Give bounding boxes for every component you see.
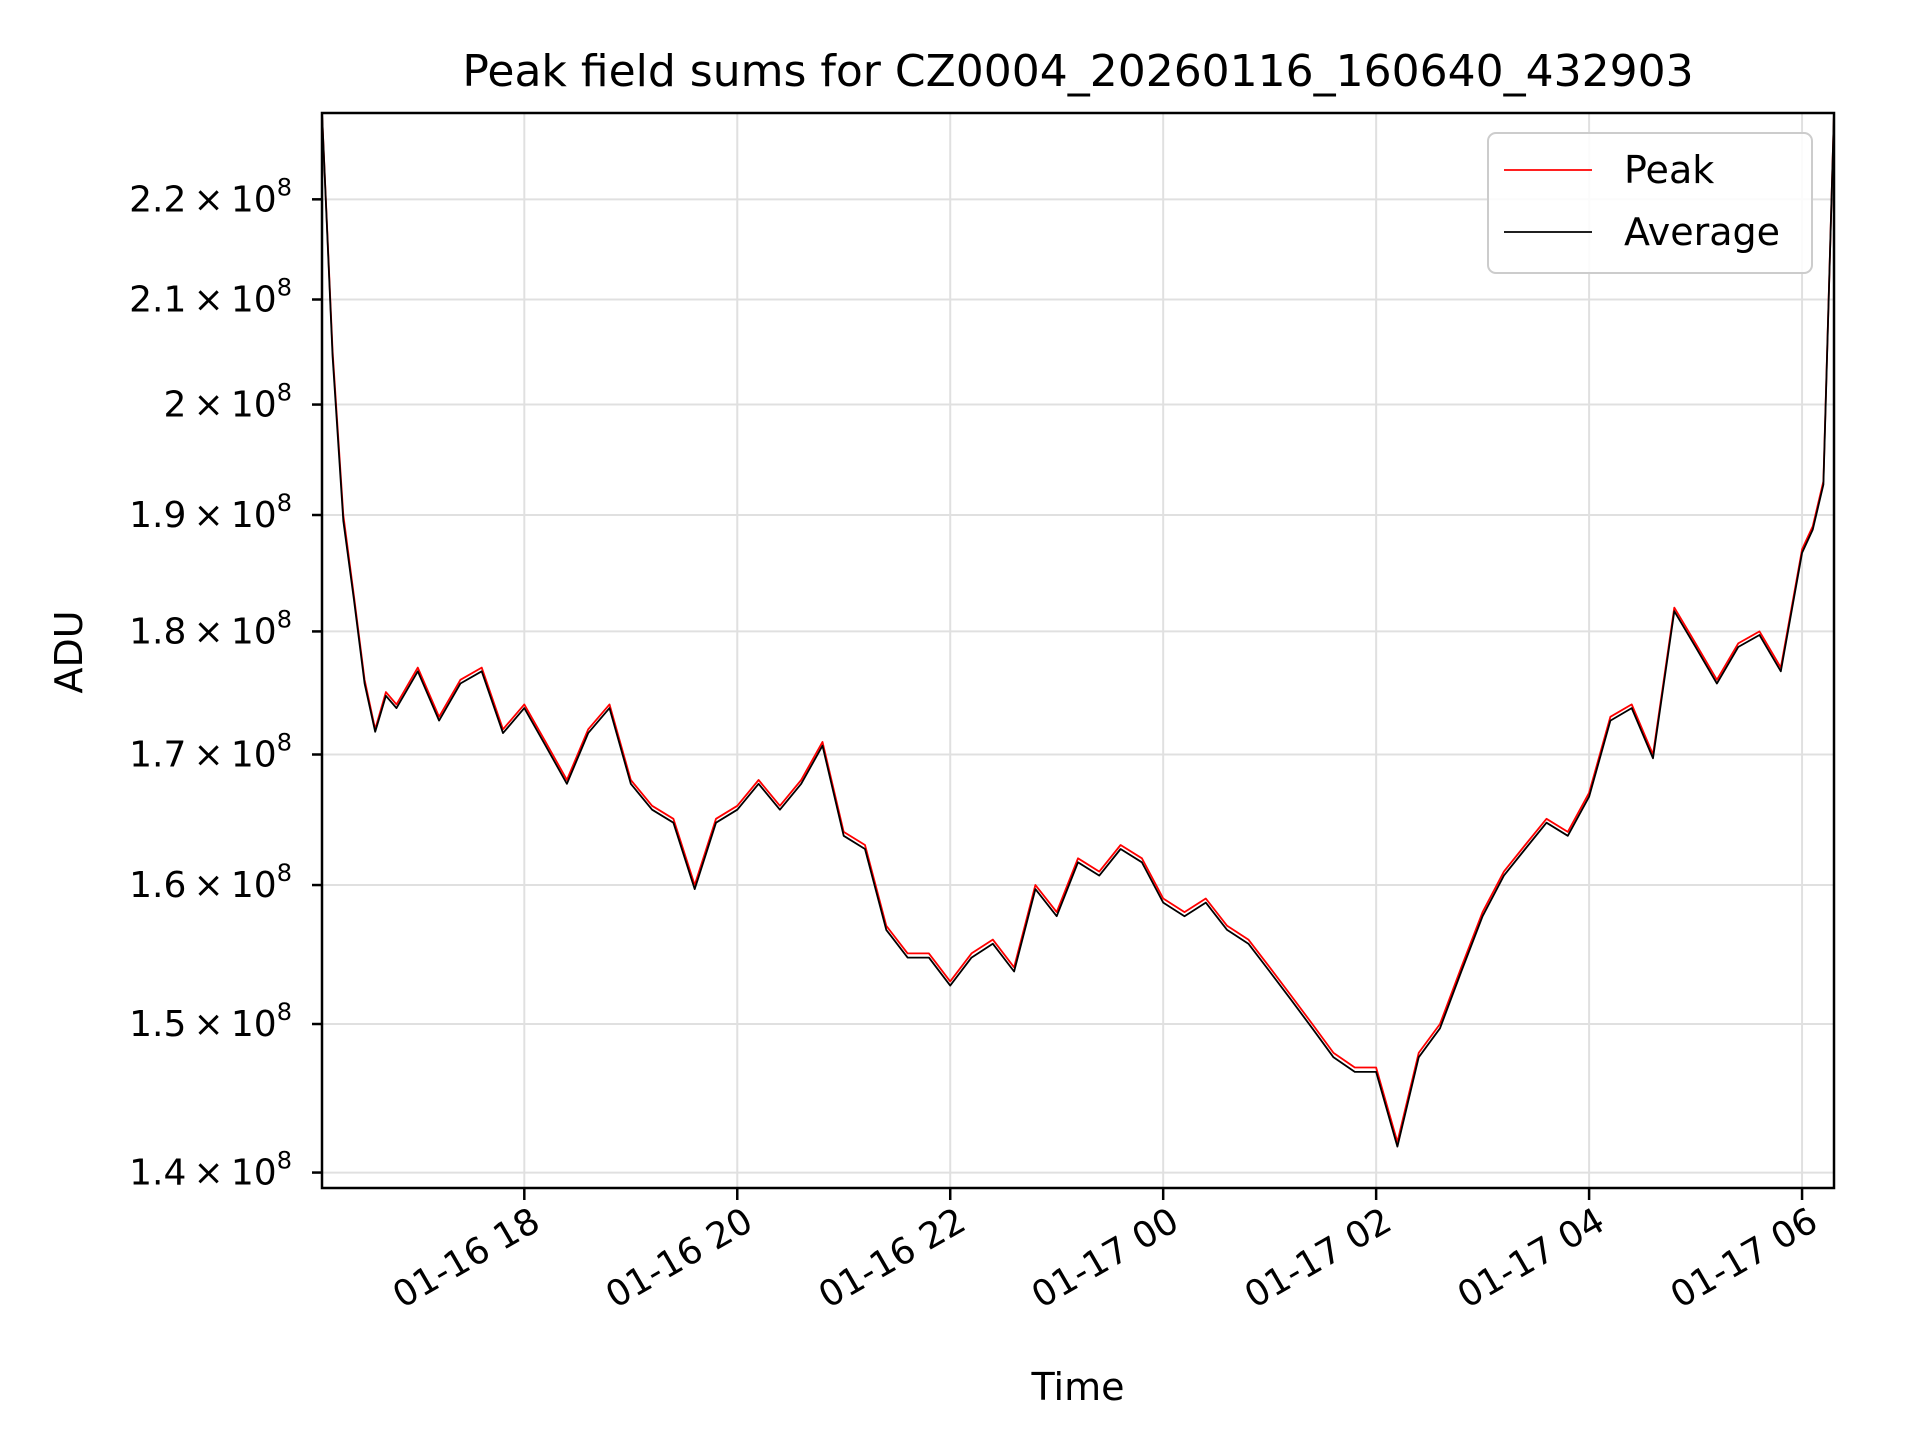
plot-frame xyxy=(320,111,1836,1190)
series-line-peak xyxy=(321,112,1835,1143)
chart-title: Peak field sums for CZ0004_20260116_1606… xyxy=(462,46,1693,97)
series-layer xyxy=(321,112,1835,1148)
y-tick-label: 1.6 × 108 xyxy=(129,859,292,906)
y-tick-label: 2.2 × 108 xyxy=(129,173,292,220)
y-axis-label: ADU xyxy=(47,610,91,693)
y-tick-label: 1.5 × 108 xyxy=(129,998,292,1045)
legend: Peak Average xyxy=(1487,132,1813,274)
series-line-average xyxy=(321,112,1835,1148)
x-axis-label: Time xyxy=(1031,1365,1125,1409)
y-axis: 1.4 × 108 1.5 × 108 1.6 × 108 1.7 × 108 1.8 … xyxy=(129,173,322,1194)
y-tick-label: 1.8 × 108 xyxy=(129,605,292,652)
legend-box xyxy=(1487,132,1813,274)
legend-label-average: Average xyxy=(1624,210,1780,254)
legend-label-peak: Peak xyxy=(1624,148,1714,192)
grid xyxy=(322,113,1834,1188)
y-tick-label: 1.9 × 108 xyxy=(129,489,292,536)
y-tick-label: 2.1 × 108 xyxy=(129,274,292,321)
y-tick-label: 1.4 × 108 xyxy=(129,1147,292,1194)
y-tick-label: 1.7 × 108 xyxy=(129,729,292,776)
y-tick-label: 2 × 108 xyxy=(163,379,292,426)
